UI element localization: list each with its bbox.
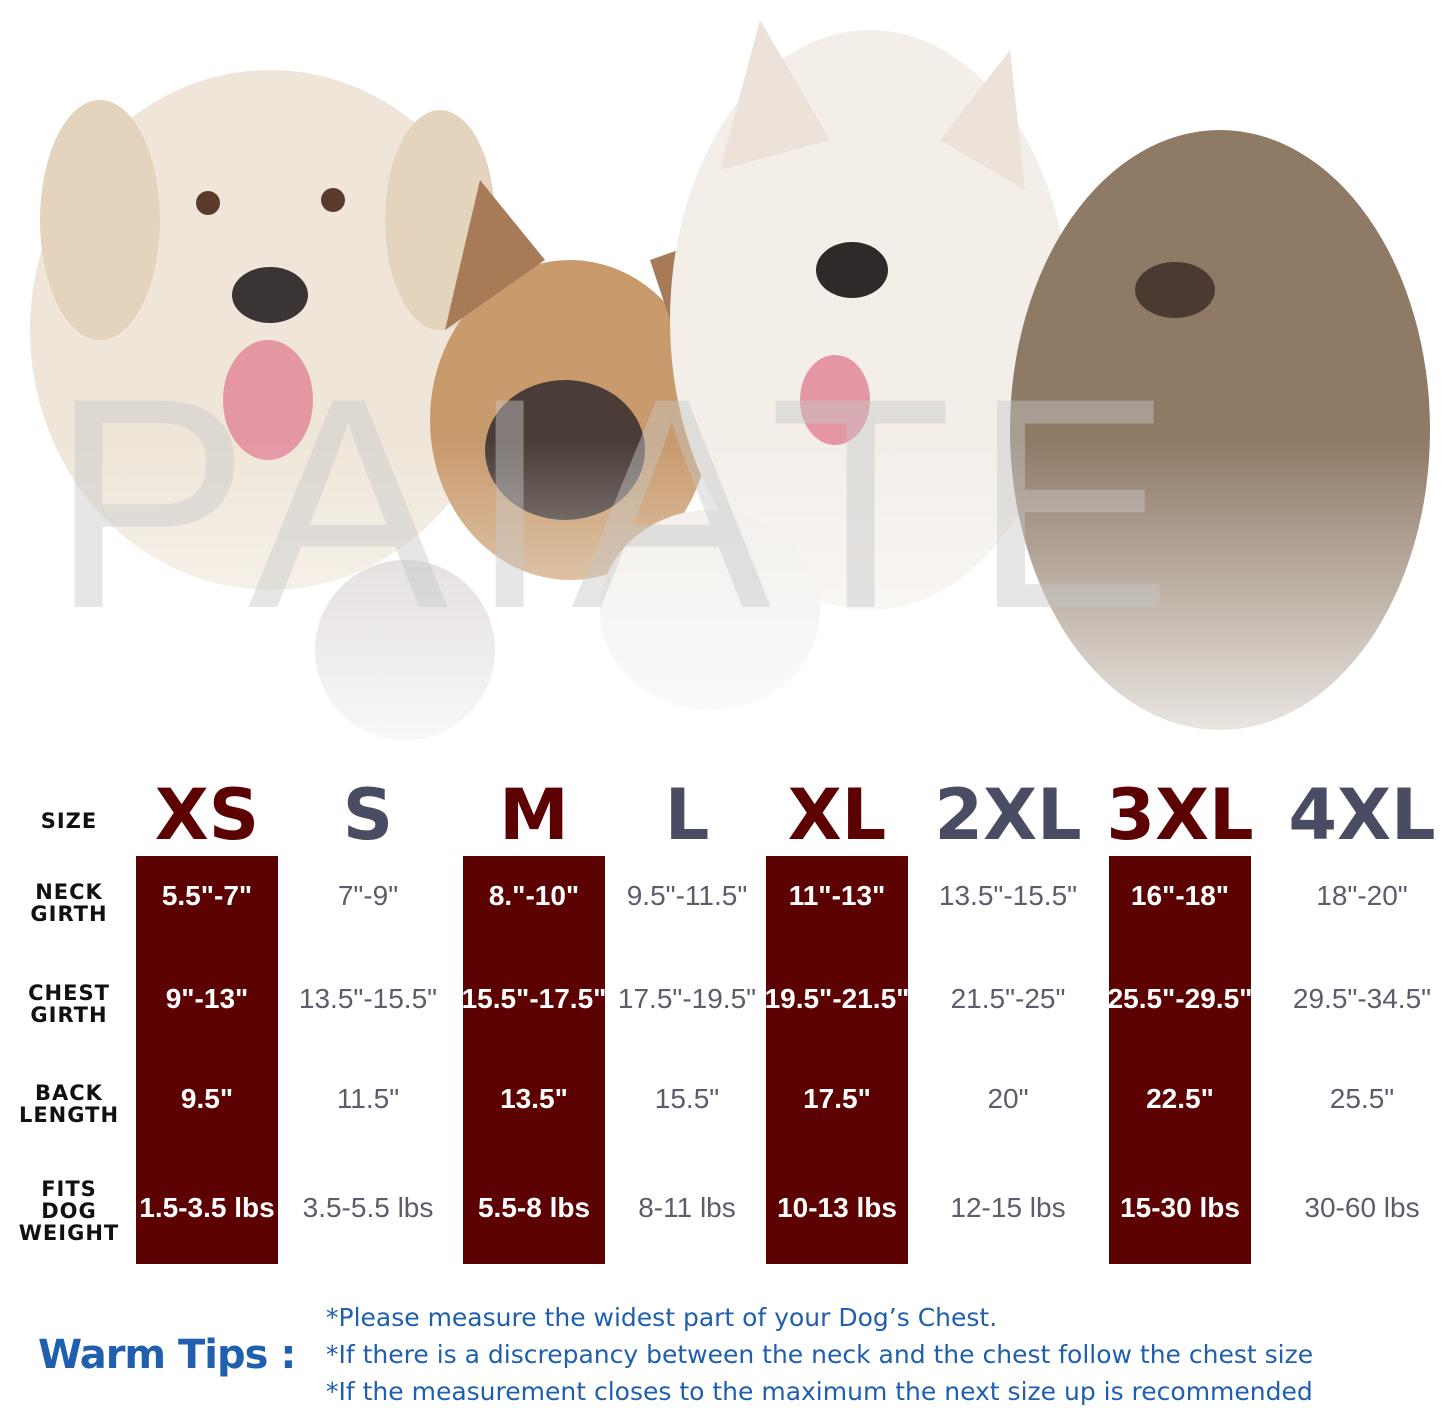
cell-back: 15.5"	[654, 1083, 720, 1114]
highlight-column	[463, 856, 605, 1264]
cell-weight: 10-13 lbs	[777, 1192, 897, 1223]
size-header: 4XL	[1288, 774, 1436, 856]
size-header: 2XL	[934, 774, 1082, 856]
size-header: XL	[787, 774, 887, 856]
cell-neck: 8."-10"	[488, 880, 580, 911]
cell-chest: 9"-13"	[165, 983, 249, 1014]
cell-weight: 12-15 lbs	[950, 1192, 1066, 1223]
row-label-line: GIRTH	[30, 1003, 108, 1027]
cell-back: 22.5"	[1146, 1083, 1214, 1114]
row-label-line: BACK	[35, 1081, 103, 1105]
cell-weight: 3.5-5.5 lbs	[302, 1192, 434, 1223]
row-label-line: LENGTH	[18, 1103, 120, 1127]
size-header: S	[342, 774, 394, 856]
row-label-neck: NECK GIRTH	[0, 881, 138, 925]
cell-back: 13.5"	[500, 1083, 568, 1114]
row-label-line: WEIGHT	[18, 1221, 120, 1245]
row-label-line: NECK	[35, 880, 103, 904]
watermark: PAIATE	[50, 335, 1193, 671]
cell-back: 25.5"	[1329, 1083, 1395, 1114]
row-label-size: SIZE	[40, 809, 98, 833]
row-label-line: DOG	[41, 1199, 97, 1223]
cell-back: 20"	[987, 1083, 1029, 1114]
cell-back: 9.5"	[180, 1083, 234, 1114]
cell-neck: 16"-18"	[1130, 880, 1230, 911]
cell-chest: 21.5"-25"	[950, 983, 1066, 1014]
tip-item: *If the measurement closes to the maximu…	[326, 1377, 1313, 1406]
cell-neck: 5.5"-7"	[161, 880, 253, 911]
row-label-chest: CHEST GIRTH	[0, 982, 138, 1026]
cell-chest: 25.5"-29.5"	[1107, 983, 1253, 1014]
tip-item: *Please measure the widest part of your …	[326, 1303, 998, 1332]
row-label-line: GIRTH	[30, 902, 108, 926]
cell-back: 11.5"	[336, 1083, 400, 1114]
size-header: L	[664, 774, 710, 856]
highlight-column	[136, 856, 278, 1264]
cell-chest: 29.5"-34.5"	[1292, 983, 1432, 1014]
row-label-back: BACK LENGTH	[0, 1082, 138, 1126]
cell-neck: 13.5"-15.5"	[938, 880, 1078, 911]
cell-weight: 1.5-3.5 lbs	[139, 1192, 275, 1223]
cell-weight: 30-60 lbs	[1304, 1192, 1420, 1223]
cell-chest: 19.5"-21.5"	[764, 983, 910, 1014]
warm-tips-title: Warm Tips :	[38, 1332, 296, 1378]
cell-neck: 11"-13"	[788, 880, 886, 911]
cell-neck: 7"-9"	[337, 880, 399, 911]
highlight-column	[1109, 856, 1251, 1264]
cell-chest: 15.5"-17.5"	[461, 983, 607, 1014]
cell-chest: 17.5"-19.5"	[617, 983, 757, 1014]
row-label-line: CHEST	[28, 981, 110, 1005]
cell-weight: 8-11 lbs	[638, 1192, 736, 1223]
size-header: XS	[154, 774, 260, 856]
highlight-column	[766, 856, 908, 1264]
cell-chest: 13.5"-15.5"	[298, 983, 438, 1014]
size-header: 3XL	[1106, 774, 1254, 856]
tip-item: *If there is a discrepancy between the n…	[326, 1340, 1314, 1369]
cell-neck: 9.5"-11.5"	[626, 880, 748, 911]
cell-weight: 15-30 lbs	[1120, 1192, 1240, 1223]
cell-weight: 5.5-8 lbs	[477, 1192, 591, 1223]
cell-neck: 18"-20"	[1316, 880, 1408, 911]
dogs-photo	[0, 0, 1445, 800]
size-header: M	[499, 774, 569, 856]
row-label-weight: FITS DOG WEIGHT	[0, 1178, 138, 1244]
cell-back: 17.5"	[803, 1083, 871, 1114]
row-label-line: FITS	[41, 1177, 97, 1201]
